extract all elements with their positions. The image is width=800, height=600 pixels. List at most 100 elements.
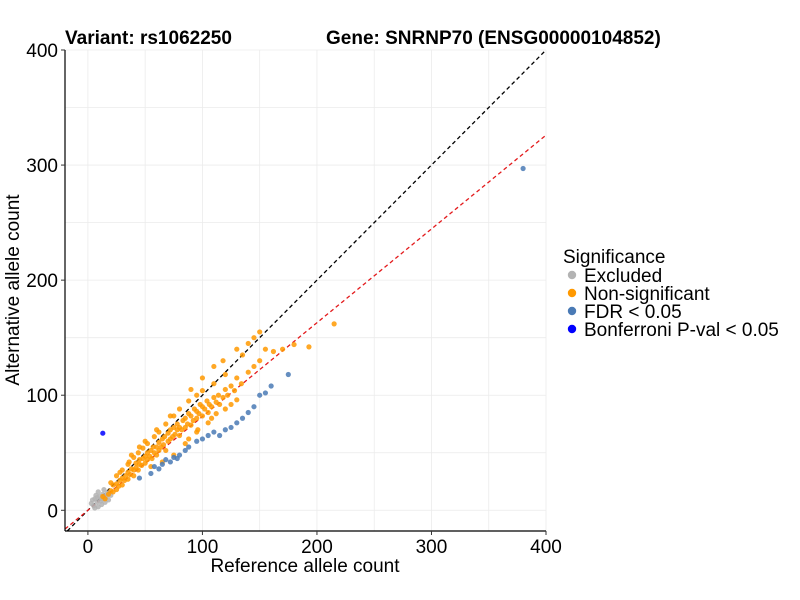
data-point <box>186 436 192 442</box>
gridlines <box>65 49 547 531</box>
data-point <box>208 404 215 410</box>
data-point <box>101 486 107 493</box>
data-point <box>217 401 223 408</box>
data-point <box>194 415 200 421</box>
data-point <box>228 383 234 389</box>
y-tick-label: 400 <box>26 41 58 62</box>
data-point <box>163 457 169 463</box>
data-point <box>238 381 244 387</box>
data-point <box>251 404 257 410</box>
data-point <box>234 397 240 403</box>
data-point <box>194 438 200 444</box>
data-point <box>188 413 194 419</box>
data-point <box>245 369 251 375</box>
data-point <box>188 422 194 428</box>
data-point <box>188 386 194 393</box>
data-point <box>268 383 274 389</box>
data-point <box>167 413 173 419</box>
legend-label: Non-significant <box>584 284 710 305</box>
data-point <box>195 427 201 433</box>
data-point <box>95 489 101 495</box>
data-point <box>211 429 217 435</box>
x-tick-label: 300 <box>416 537 448 558</box>
data-point <box>199 388 206 394</box>
plot-panel <box>64 49 547 532</box>
data-point <box>154 427 160 433</box>
data-point <box>239 415 246 421</box>
x-axis-ticks: 0 100 200 300 400 <box>83 531 562 558</box>
data-point <box>92 505 98 511</box>
data-points <box>88 165 526 511</box>
data-point <box>215 392 222 398</box>
data-point <box>202 406 208 412</box>
y-tick-label: 100 <box>26 386 58 407</box>
legend-swatch <box>567 288 577 298</box>
data-point <box>199 436 206 442</box>
data-point <box>176 406 183 412</box>
data-point <box>228 401 234 408</box>
legend-entry: Excluded <box>567 266 662 287</box>
x-tick-label: 0 <box>83 537 94 558</box>
x-axis-label: Reference allele count <box>210 556 400 577</box>
data-point <box>245 340 251 347</box>
data-point <box>228 424 234 431</box>
data-point <box>142 438 148 444</box>
y-tick-label: 300 <box>26 156 58 177</box>
data-point <box>262 390 269 396</box>
legend-title: Significance <box>563 247 665 268</box>
data-point <box>213 411 219 417</box>
data-point <box>205 420 211 426</box>
data-point <box>108 480 114 486</box>
legend-swatch <box>567 306 577 316</box>
data-point <box>186 444 192 450</box>
data-point <box>222 406 228 412</box>
data-point <box>285 371 291 378</box>
data-point <box>119 482 125 488</box>
data-point <box>217 432 223 439</box>
data-point <box>156 439 162 445</box>
data-point <box>251 335 257 341</box>
chart-title-variant: Variant: rs1062250 <box>65 28 232 49</box>
data-point <box>251 363 257 370</box>
data-point <box>262 346 269 352</box>
data-point <box>220 358 226 364</box>
data-point <box>234 420 240 426</box>
data-point <box>94 495 100 501</box>
data-point <box>182 440 188 447</box>
data-point <box>149 455 155 462</box>
data-point <box>182 447 188 454</box>
data-point <box>222 386 228 393</box>
data-point <box>234 375 240 381</box>
data-point <box>167 459 173 465</box>
data-point <box>520 165 526 172</box>
data-point <box>172 431 178 437</box>
data-point <box>231 388 238 394</box>
data-point <box>199 413 206 419</box>
legend-entry: FDR < 0.05 <box>567 302 682 323</box>
data-point <box>102 496 108 502</box>
data-point <box>162 434 168 440</box>
data-point <box>257 392 263 398</box>
data-point <box>163 421 169 427</box>
x-tick-label: 400 <box>530 537 562 558</box>
data-point <box>128 452 135 458</box>
fitted-ratio-line <box>64 134 547 530</box>
data-point <box>205 409 211 416</box>
data-point <box>125 476 131 482</box>
data-point <box>117 469 123 475</box>
data-point <box>136 444 143 450</box>
data-point <box>239 352 246 358</box>
data-point <box>136 475 143 481</box>
data-point <box>89 497 96 503</box>
data-point <box>220 394 226 401</box>
series-non-significant <box>100 321 337 502</box>
data-point <box>135 450 141 456</box>
data-point <box>306 344 312 350</box>
y-axis-label: Alternative allele count <box>3 194 24 386</box>
data-point <box>211 394 217 401</box>
data-point <box>211 381 217 387</box>
x-tick-label: 100 <box>187 537 219 558</box>
data-point <box>154 452 160 458</box>
legend-label: Bonferroni P-val < 0.05 <box>584 320 779 341</box>
